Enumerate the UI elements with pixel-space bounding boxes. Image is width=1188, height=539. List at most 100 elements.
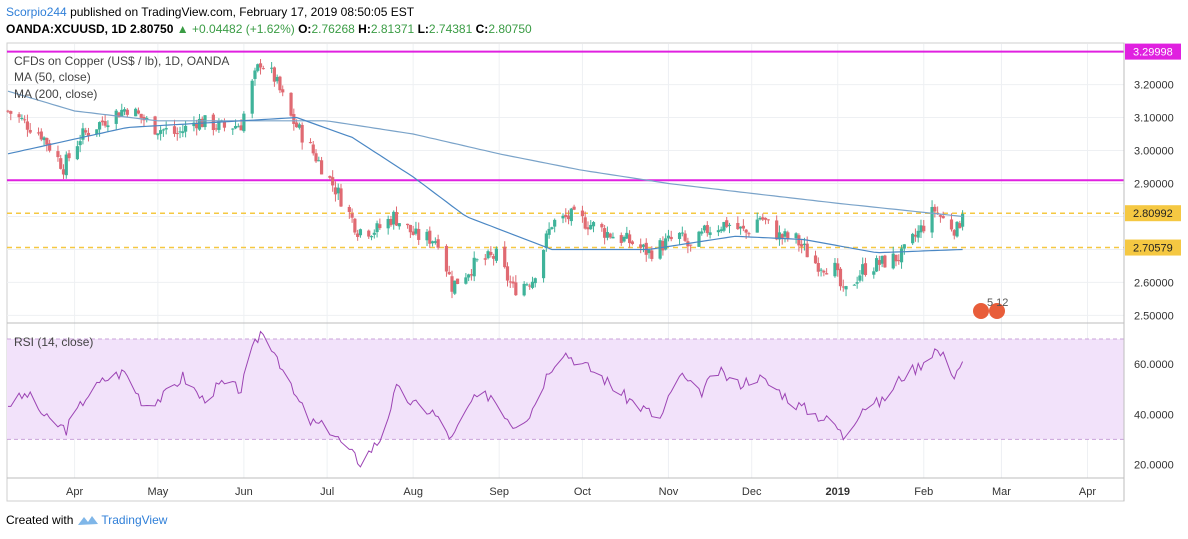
candle-body: [20, 117, 24, 119]
rsi-band: [7, 338, 1124, 440]
candle-body: [705, 225, 709, 234]
candle-body: [156, 133, 160, 136]
candle-body: [902, 244, 906, 249]
high-label: H:: [358, 22, 371, 36]
open-label: O:: [298, 22, 312, 36]
candle-body: [217, 120, 221, 130]
chart-title: CFDs on Copper (US$ / lb), 1D, OANDA: [14, 54, 229, 68]
price-chart[interactable]: 2.500002.600002.700002.800002.900003.000…: [0, 0, 1188, 510]
candle-body: [702, 225, 707, 231]
candle-body: [464, 277, 468, 284]
candle-body: [650, 250, 654, 259]
candle-body: [134, 108, 138, 117]
candle-body: [841, 286, 845, 288]
candle-body: [766, 219, 770, 221]
candle-body: [677, 232, 682, 239]
candle-body: [145, 117, 149, 120]
candle-body: [872, 271, 876, 275]
candle-body: [522, 283, 526, 296]
candle-body: [494, 248, 498, 261]
candle-body: [708, 232, 712, 235]
candle-body: [938, 215, 942, 217]
candle-body: [336, 187, 340, 194]
candle-body: [139, 113, 143, 118]
candle-body: [272, 67, 276, 82]
candle-body: [372, 232, 376, 235]
time-tick-label: Dec: [742, 486, 762, 498]
price-axis[interactable]: 2.500002.600002.700002.800002.900003.000…: [1134, 80, 1174, 323]
author-link[interactable]: Scorpio244: [6, 5, 67, 19]
candle-body: [844, 286, 848, 290]
candle-body: [739, 226, 743, 229]
legend-ma200[interactable]: MA (200, close): [14, 87, 97, 101]
candle-body: [411, 231, 415, 235]
candle-body: [825, 273, 829, 275]
candle-body: [358, 229, 363, 236]
publish-text: published on TradingView.com, February 1…: [70, 5, 415, 19]
level-label-2: 2.80992: [1133, 208, 1173, 220]
candle-body: [564, 214, 568, 218]
candle-body: [164, 128, 168, 130]
candle-body: [453, 280, 457, 294]
candle-body: [406, 223, 410, 226]
candle-body: [278, 76, 282, 91]
candle-body: [528, 285, 532, 287]
candle-body: [647, 249, 651, 254]
candle-body: [356, 233, 360, 237]
candle-body: [727, 224, 732, 226]
candle-body: [253, 70, 257, 79]
candle-body: [664, 238, 668, 250]
rsi-title[interactable]: RSI (14, close): [14, 335, 93, 349]
footer: Created with TradingView: [6, 513, 167, 527]
candle-body: [120, 109, 124, 117]
candle-body: [797, 235, 801, 246]
candle-body: [930, 207, 934, 233]
candle-body: [489, 251, 493, 256]
rsi-tick-label: 40.0000: [1134, 409, 1174, 421]
candle-body: [295, 122, 299, 128]
candle-body: [530, 281, 535, 288]
time-axis[interactable]: Apr May Jun Jul Aug Sep Oct Nov Dec 2019 Feb Mar Apr: [66, 486, 1096, 498]
candle-body: [561, 215, 565, 219]
candle-body: [541, 249, 546, 279]
time-tick-label: Mar: [992, 486, 1011, 498]
time-tick-label: Sep: [489, 486, 509, 498]
moving-averages: [7, 90, 963, 254]
economic-events-badge[interactable]: 5 12: [973, 297, 1008, 319]
candle-body: [172, 126, 177, 134]
candle-body: [628, 234, 632, 244]
candle-body: [855, 282, 859, 284]
candle-body: [289, 92, 293, 116]
candle-body: [197, 118, 202, 130]
candle-body: [894, 254, 898, 262]
up-triangle-icon: ▲: [176, 22, 189, 36]
candle-body: [511, 281, 515, 284]
candle-body: [331, 177, 335, 186]
candle-body: [36, 132, 41, 134]
candle-body: [755, 219, 759, 233]
legend-ma50[interactable]: MA (50, close): [14, 70, 91, 84]
candle-body: [572, 206, 576, 210]
price-tick-label: 3.10000: [1134, 113, 1174, 125]
candle-body: [763, 217, 768, 220]
time-tick-label: Oct: [574, 486, 591, 498]
candle-body: [922, 225, 926, 232]
candle-body: [644, 242, 648, 255]
candle-body: [97, 122, 102, 130]
rsi-band-fill: [7, 339, 1124, 440]
candle-body: [553, 219, 557, 227]
candle-body: [508, 281, 512, 283]
candle-body: [292, 114, 296, 124]
candle-body: [297, 124, 301, 128]
candle-body: [619, 235, 623, 243]
candle-body: [852, 284, 856, 286]
candle-body: [736, 222, 740, 230]
tradingview-link[interactable]: TradingView: [101, 513, 168, 527]
us-flag-icon: [973, 303, 989, 319]
rsi-axis[interactable]: 20.0000 40.0000 60.0000: [1134, 359, 1174, 471]
rsi-tick-label: 20.0000: [1134, 459, 1174, 471]
candle-body: [75, 146, 79, 160]
candle-body: [308, 142, 313, 144]
candle-body: [514, 282, 518, 296]
candle-body: [547, 228, 551, 235]
